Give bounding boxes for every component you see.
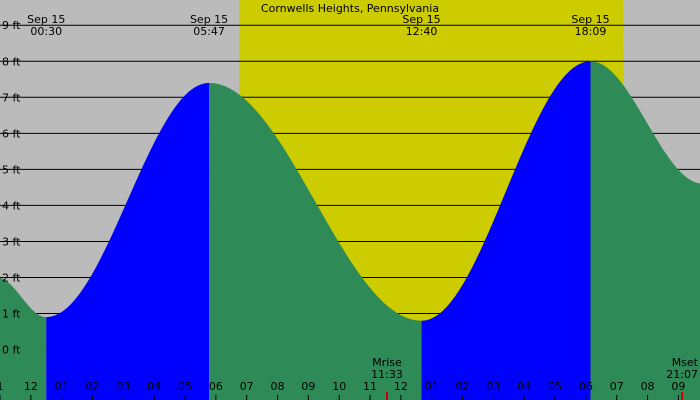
tide-time-label: 18:09 [575, 25, 607, 38]
x-tick-label: 08 [271, 380, 285, 393]
x-tick-label: 04 [147, 380, 161, 393]
y-tick-label: 5 ft [2, 163, 21, 176]
x-tick-label: 09 [301, 380, 315, 393]
x-tick-label: 05 [548, 380, 562, 393]
y-tick-label: 8 ft [2, 55, 21, 68]
falling-tide-area [0, 277, 47, 400]
x-tick-label: 03 [116, 380, 130, 393]
y-tick-label: 9 ft [2, 19, 21, 32]
x-tick-label: 02 [86, 380, 100, 393]
x-tick-label: 08 [641, 380, 655, 393]
falling-tide-area [209, 82, 422, 400]
moon-event-time: 11:33 [371, 368, 403, 381]
y-tick-label: 1 ft [2, 308, 21, 321]
x-tick-label: 07 [240, 380, 254, 393]
moon-event-label: Mset [672, 356, 699, 369]
x-tick-label: 12 [24, 380, 38, 393]
x-tick-label: 09 [671, 380, 685, 393]
tide-date-label: Sep 15 [571, 13, 609, 26]
y-tick-labels: 0 ft 1 ft 2 ft 3 ft 4 ft 5 ft 6 ft 7 ft 8 ft 9 ft [2, 19, 21, 356]
x-tick-label: 1 [0, 380, 4, 393]
falling-tide-area [590, 61, 700, 400]
x-tick-labels: 1 12 01 02 03 04 05 06 07 08 09 10 11 12 01 02 03 04 05 06 0… [0, 380, 685, 400]
x-tick-label: 05 [178, 380, 192, 393]
y-tick-label: 6 ft [2, 127, 21, 140]
tide-date-label: Sep 15 [402, 13, 440, 26]
x-tick-label: 12 [394, 380, 408, 393]
moon-event-label: Mrise [372, 356, 402, 369]
x-tick-label: 01 [425, 380, 439, 393]
x-tick-label: 03 [486, 380, 500, 393]
x-tick-label: 02 [456, 380, 470, 393]
chart-title: Cornwells Heights, Pennsylvania [261, 2, 439, 15]
x-tick-label: 11 [363, 380, 377, 393]
x-tick-label: 01 [55, 380, 69, 393]
y-tick-label: 0 ft [2, 344, 21, 357]
tide-areas [0, 61, 700, 400]
y-tick-label: 7 ft [2, 91, 21, 104]
tide-time-label: 05:47 [193, 25, 225, 38]
x-tick-label: 07 [610, 380, 624, 393]
rising-tide-area [421, 61, 591, 400]
y-tick-label: 2 ft [2, 271, 21, 284]
tide-time-label: 12:40 [406, 25, 438, 38]
rising-tide-area [46, 82, 210, 400]
y-tick-label: 4 ft [2, 199, 21, 212]
moon-event-time: 21:07 [666, 368, 698, 381]
tide-date-label: Sep 15 [190, 13, 228, 26]
x-tick-label: 04 [517, 380, 531, 393]
y-tick-label: 3 ft [2, 235, 21, 248]
x-tick-label: 10 [332, 380, 346, 393]
x-tick-label: 06 [579, 380, 593, 393]
x-tick-label: 06 [209, 380, 223, 393]
tide-date-label: Sep 15 [27, 13, 65, 26]
tide-time-label: 00:30 [30, 25, 62, 38]
